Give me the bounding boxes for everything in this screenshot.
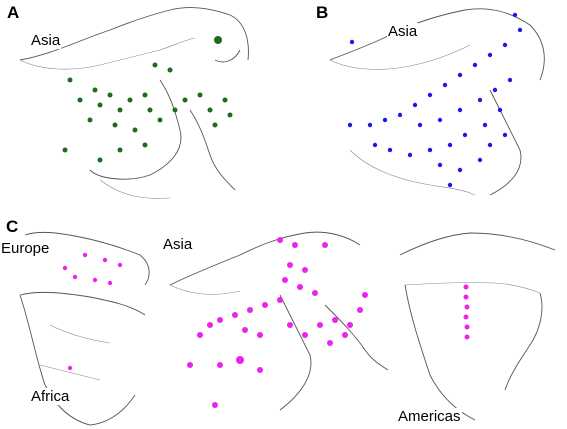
panel-c-asia-map <box>169 231 389 411</box>
panel-c-africa-label: Africa <box>30 388 71 405</box>
panel-b-region-label: Asia <box>387 23 419 40</box>
panel-c-asia-dots <box>187 237 368 408</box>
panel-c-europe-africa-map <box>19 231 150 426</box>
panel-c-letter: C <box>6 217 19 236</box>
panel-c-asia-label: Asia <box>162 236 194 253</box>
panel-a-region-label: Asia <box>30 32 62 49</box>
panel-a-letter: A <box>7 3 20 22</box>
panel-b-letter: B <box>316 3 329 22</box>
panel-c-europe-label: Europe <box>0 240 51 257</box>
panel-c-europe-africa-dots <box>62 252 123 371</box>
panel-c-americas-label: Americas <box>397 408 462 425</box>
panel-a-dots <box>62 36 233 163</box>
panel-b-map <box>329 8 545 196</box>
panel-a-map <box>19 7 249 199</box>
panel-b-dots <box>347 12 523 188</box>
panel-c-americas-dots <box>463 284 470 340</box>
